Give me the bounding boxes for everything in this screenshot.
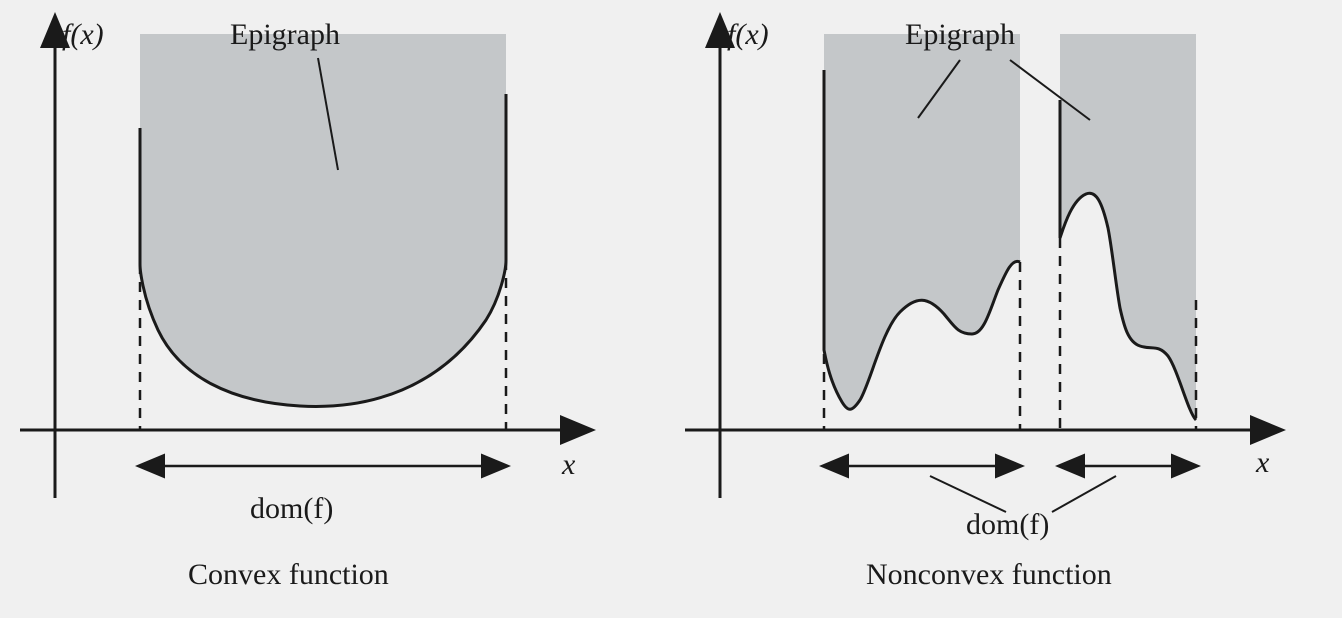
right-epigraph1-fill xyxy=(824,34,1020,409)
right-ylabel: f(x) xyxy=(727,18,769,52)
left-xlabel: x xyxy=(562,448,575,482)
diagram-canvas: f(x) x Epigraph dom(f) Convex function f… xyxy=(0,0,1342,618)
right-domf-leader-1 xyxy=(930,476,1006,512)
left-caption: Convex function xyxy=(188,558,389,592)
right-domf-leader-2 xyxy=(1052,476,1116,512)
left-epigraph-label: Epigraph xyxy=(230,18,340,52)
right-domf-label: dom(f) xyxy=(966,508,1049,542)
diagram-svg xyxy=(0,0,1342,618)
left-domf-label: dom(f) xyxy=(250,492,333,526)
right-caption: Nonconvex function xyxy=(866,558,1112,592)
right-epigraph2-fill xyxy=(1060,34,1196,420)
right-xlabel: x xyxy=(1256,446,1269,480)
right-epigraph-label: Epigraph xyxy=(905,18,1015,52)
left-ylabel: f(x) xyxy=(62,18,104,52)
